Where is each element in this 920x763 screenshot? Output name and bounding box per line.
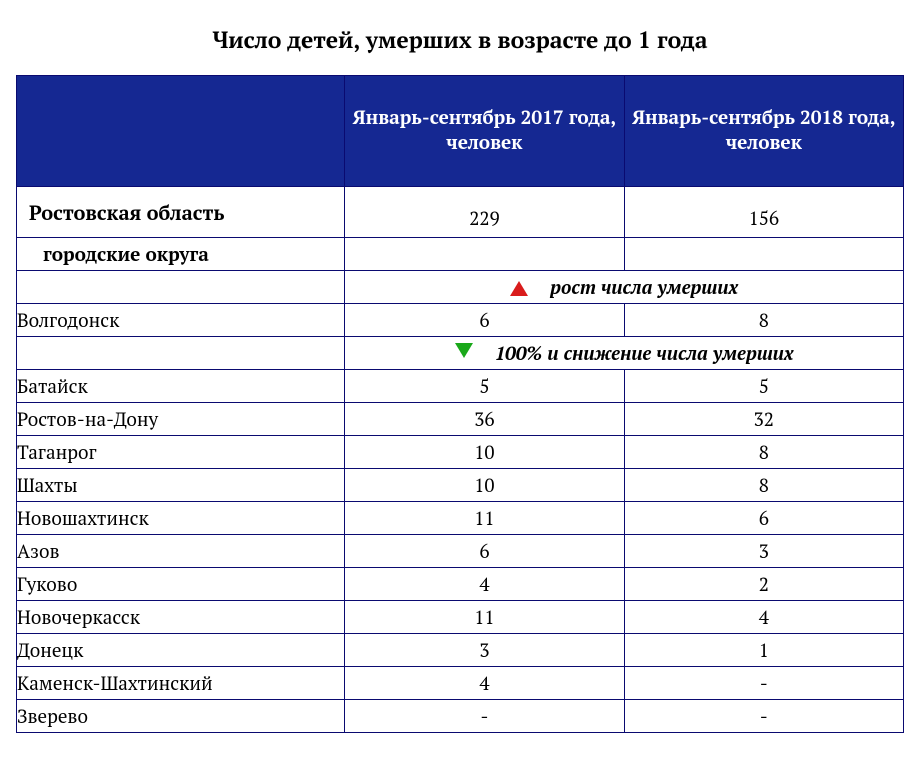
header-2017-col: Январь-сентябрь 2017 года, человек	[345, 76, 624, 187]
row-value-2017: 4	[345, 568, 624, 601]
row-value-2017: 4	[345, 667, 624, 700]
empty-cell	[17, 337, 345, 370]
row-value-2018: -	[624, 667, 903, 700]
trend-increase-row: рост числа умерших	[17, 271, 904, 304]
row-value-2018: 6	[624, 502, 903, 535]
header-2018-col: Январь-сентябрь 2018 года, человек	[624, 76, 903, 187]
row-name: Батайск	[17, 370, 345, 403]
row-value-2018: 8	[624, 436, 903, 469]
table-row: Зверево--	[17, 700, 904, 733]
table-row: Волгодонск68	[17, 304, 904, 337]
row-value-2018: 4	[624, 601, 903, 634]
row-value-2018: 2	[624, 568, 903, 601]
trend-increase-cell: рост числа умерших	[345, 271, 904, 304]
table-row: Гуково42	[17, 568, 904, 601]
urban-districts-section-row: городские округа	[17, 238, 904, 271]
table-row: Батайск55	[17, 370, 904, 403]
trend-increase-label: рост числа умерших	[550, 275, 738, 300]
row-value-2017: -	[345, 700, 624, 733]
row-name: Азов	[17, 535, 345, 568]
empty-cell	[17, 271, 345, 304]
page-title: Число детей, умерших в возрасте до 1 год…	[16, 24, 904, 55]
row-value-2018: 5	[624, 370, 903, 403]
table-row: Ростов-на-Дону3632	[17, 403, 904, 436]
table-header-row: Январь-сентябрь 2017 года, человек Январ…	[17, 76, 904, 187]
row-value-2017: 10	[345, 436, 624, 469]
row-name: Каменск-Шахтинский	[17, 667, 345, 700]
row-value-2018: 3	[624, 535, 903, 568]
table-row: Новошахтинск116	[17, 502, 904, 535]
row-value-2018: 1	[624, 634, 903, 667]
row-value-2017: 5	[345, 370, 624, 403]
page-container: Число детей, умерших в возрасте до 1 год…	[0, 0, 920, 763]
row-value-2017: 10	[345, 469, 624, 502]
trend-decrease-row: 100% и снижение числа умерших	[17, 337, 904, 370]
row-value-2018: 32	[624, 403, 903, 436]
table-row: Новочеркасск114	[17, 601, 904, 634]
trend-decrease-label: 100% и снижение числа умерших	[495, 341, 794, 366]
trend-decrease-cell: 100% и снижение числа умерших	[345, 337, 904, 370]
row-value-2017: 11	[345, 502, 624, 535]
row-name: Шахты	[17, 469, 345, 502]
section-label: городские округа	[17, 238, 345, 271]
empty-cell	[345, 238, 624, 271]
row-name: Новошахтинск	[17, 502, 345, 535]
row-value-2017: 11	[345, 601, 624, 634]
row-name: Зверево	[17, 700, 345, 733]
region-2018: 156	[624, 187, 903, 238]
region-2017: 229	[345, 187, 624, 238]
table-row: Каменск-Шахтинский4-	[17, 667, 904, 700]
table-body: Ростовская область 229 156 городские окр…	[17, 187, 904, 733]
mortality-table: Январь-сентябрь 2017 года, человек Январ…	[16, 75, 904, 733]
table-row: Таганрог108	[17, 436, 904, 469]
empty-cell	[624, 238, 903, 271]
region-name: Ростовская область	[17, 187, 345, 238]
table-row: Шахты108	[17, 469, 904, 502]
row-value-2017: 6	[345, 535, 624, 568]
region-total-row: Ростовская область 229 156	[17, 187, 904, 238]
triangle-down-icon	[455, 343, 473, 358]
row-name: Гуково	[17, 568, 345, 601]
row-value-2018: 8	[624, 304, 903, 337]
row-value-2017: 3	[345, 634, 624, 667]
row-value-2017: 36	[345, 403, 624, 436]
row-name: Новочеркасск	[17, 601, 345, 634]
row-value-2018: 8	[624, 469, 903, 502]
row-value-2018: -	[624, 700, 903, 733]
row-value-2017: 6	[345, 304, 624, 337]
table-row: Донецк31	[17, 634, 904, 667]
row-name: Ростов-на-Дону	[17, 403, 345, 436]
row-name: Донецк	[17, 634, 345, 667]
header-name-col	[17, 76, 345, 187]
row-name: Волгодонск	[17, 304, 345, 337]
table-row: Азов63	[17, 535, 904, 568]
triangle-up-icon	[510, 281, 528, 296]
row-name: Таганрог	[17, 436, 345, 469]
